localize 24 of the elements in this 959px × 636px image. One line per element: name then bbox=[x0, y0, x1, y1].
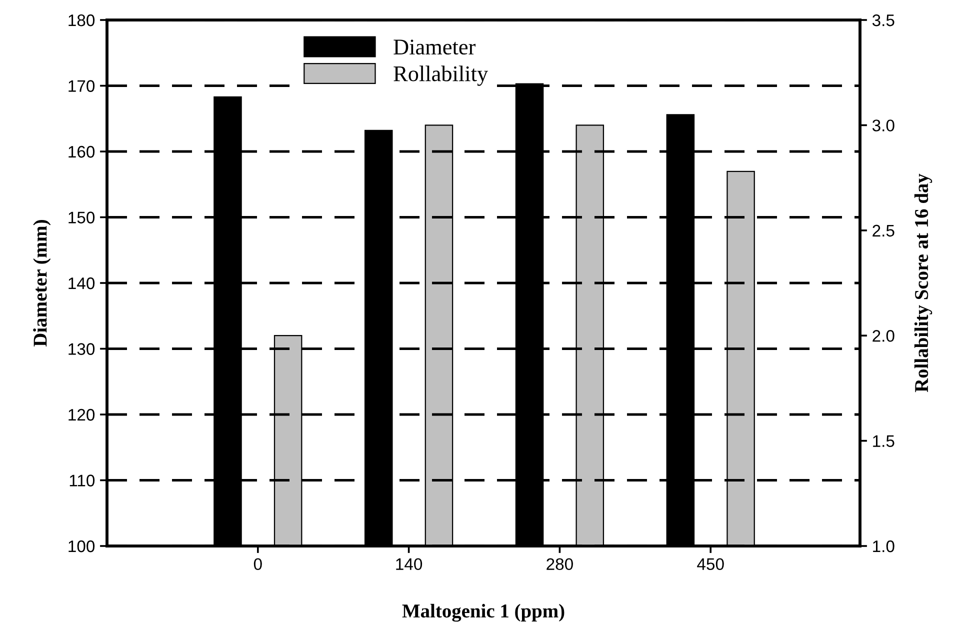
y-tick-label: 100 bbox=[68, 540, 95, 552]
y2-tick-label: 2.0 bbox=[872, 330, 894, 342]
y-tick-label: 140 bbox=[68, 277, 95, 290]
y2-tick-label: 1.5 bbox=[873, 435, 894, 448]
legend-label: Rollability bbox=[394, 66, 488, 86]
legend-label: Diameter bbox=[394, 40, 476, 55]
y-tick-label: 120 bbox=[68, 408, 95, 421]
y-tick-label: 110 bbox=[70, 474, 95, 486]
y2-tick-label: 1.0 bbox=[873, 540, 894, 552]
x-tick-label: 0 bbox=[254, 558, 262, 570]
y2-tick-label: 2.5 bbox=[872, 224, 894, 237]
x-axis-title: Maltogenic 1 (ppm) bbox=[402, 604, 564, 622]
y-tick-label: 170 bbox=[68, 80, 95, 92]
y-axis-title: Diameter (mm) bbox=[33, 220, 51, 346]
y-tick-label: 150 bbox=[68, 212, 95, 224]
x-tick-label: 280 bbox=[546, 558, 573, 570]
x-tick-label: 140 bbox=[396, 558, 422, 570]
y-tick-label: 160 bbox=[68, 146, 95, 158]
y2-tick-label: 3.0 bbox=[872, 120, 894, 132]
y2-tick-label: 3.5 bbox=[872, 14, 894, 26]
y2-axis-title: Rollability Score at 16 day bbox=[914, 174, 932, 392]
y-tick-label: 180 bbox=[68, 14, 95, 26]
y-tick-label: 130 bbox=[68, 343, 95, 355]
x-tick-label: 450 bbox=[697, 558, 724, 570]
